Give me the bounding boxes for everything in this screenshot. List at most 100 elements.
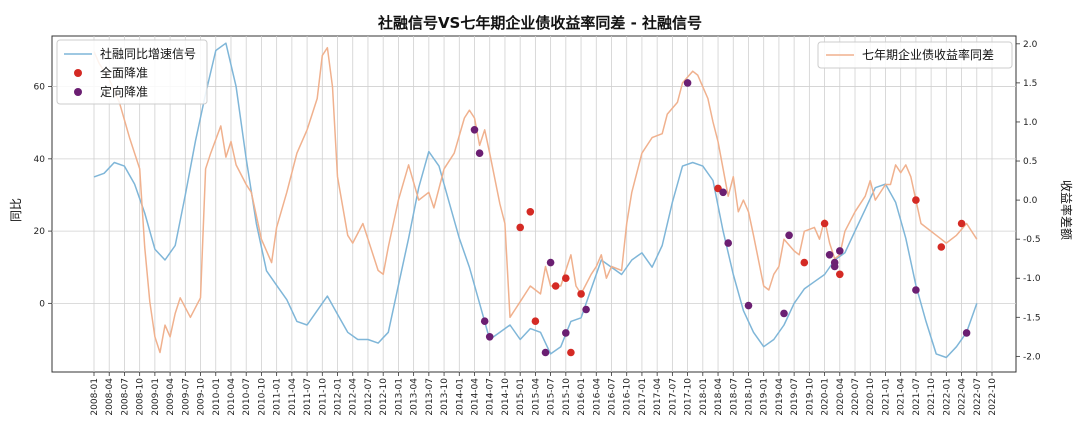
series-line-social-financing: [93, 42, 978, 359]
x-tick-label: 2018-04: [714, 378, 724, 416]
marker-full-rrr-cut: [577, 290, 585, 298]
x-tick-label: 2012-01: [334, 378, 344, 416]
x-tick-label: 2014-01: [455, 378, 465, 416]
marker-targeted-rrr-cut: [912, 286, 920, 294]
left-axis-ticks: 0 20 40 60: [34, 83, 52, 309]
x-tick-label: 2021-07: [912, 378, 922, 416]
legend-marker-targeted-rrr-cut: [74, 88, 82, 96]
x-tick-label: 2009-10: [197, 378, 207, 416]
left-axis-title: 同比: [9, 198, 23, 222]
marker-targeted-rrr-cut: [480, 317, 489, 326]
right-tick-label: -1.5: [1023, 313, 1041, 323]
x-tick-label: 2017-04: [653, 378, 663, 416]
x-axis-ticks: 2008-01 2008-04 2008-07 2008-10 2009-01 2009-…: [90, 372, 998, 416]
x-tick-label: 2011-01: [273, 378, 283, 416]
legend-right: 七年期企业债收益率同差: [817, 41, 1013, 69]
marker-targeted-rrr-cut: [546, 258, 555, 267]
x-tick-label: 2020-10: [866, 378, 876, 416]
left-tick-label: 40: [34, 155, 46, 165]
x-tick-label: 2015-07: [547, 378, 557, 416]
x-tick-label: 2011-07: [303, 378, 313, 416]
x-tick-label: 2012-10: [379, 378, 389, 416]
x-tick-label: 2009-04: [166, 378, 176, 416]
marker-full-rrr-cut: [937, 243, 946, 251]
marker-targeted-rrr-cut: [541, 348, 550, 357]
left-tick-label: 20: [34, 227, 46, 237]
marker-full-rrr-cut: [562, 274, 570, 283]
x-tick-label: 2017-10: [684, 378, 694, 416]
x-tick-label: 2010-01: [212, 378, 222, 416]
plot-frame: [51, 35, 1017, 373]
marker-full-rrr-cut: [957, 219, 966, 228]
x-tick-label: 2013-07: [425, 378, 435, 416]
markers-group: [470, 79, 971, 357]
x-tick-label: 2018-07: [729, 378, 739, 416]
right-tick-label: 0.5: [1023, 157, 1037, 167]
x-tick-label: 2015-04: [531, 378, 541, 416]
x-tick-label: 2011-04: [288, 378, 298, 416]
x-tick-label: 2017-07: [668, 378, 678, 416]
right-tick-label: 0.0: [1023, 196, 1038, 206]
x-tick-label: 2018-01: [699, 378, 709, 416]
x-tick-label: 2022-10: [988, 378, 998, 416]
legend-label-bond-spread: 七年期企业债收益率同差: [862, 47, 994, 62]
marker-targeted-rrr-cut: [683, 79, 692, 87]
right-tick-label: 1.0: [1023, 118, 1038, 128]
right-axis-title: 收益率差额: [1059, 180, 1074, 240]
marker-full-rrr-cut: [912, 196, 920, 204]
x-tick-label: 2022-07: [973, 378, 983, 416]
legend-label-social-financing: 社融同比增速信号: [100, 46, 196, 61]
x-tick-label: 2019-10: [805, 378, 815, 416]
right-tick-label: 2.0: [1023, 40, 1038, 50]
x-tick-label: 2021-01: [881, 378, 891, 416]
series-line-bond-spread: [93, 46, 978, 354]
x-tick-label: 2014-04: [471, 378, 481, 416]
x-tick-label: 2020-07: [851, 378, 861, 416]
right-tick-label: -0.5: [1023, 235, 1041, 245]
x-tick-label: 2012-04: [349, 378, 359, 416]
x-tick-label: 2016-07: [607, 378, 617, 416]
marker-targeted-rrr-cut: [785, 231, 793, 240]
marker-full-rrr-cut: [836, 270, 844, 279]
marker-targeted-rrr-cut: [836, 247, 844, 255]
right-axis-ticks: 2.0 1.5 1.0 0.5 0.0 -0.5 -1.0 -1.5 -2.0: [1016, 40, 1041, 362]
x-tick-label: 2012-07: [364, 378, 374, 416]
marker-targeted-rrr-cut: [582, 305, 590, 314]
legend-marker-full-rrr-cut: [74, 69, 82, 77]
marker-targeted-rrr-cut: [724, 239, 732, 247]
x-tick-label: 2018-10: [744, 378, 754, 416]
x-tick-label: 2022-01: [942, 378, 952, 416]
x-tick-label: 2021-10: [927, 378, 937, 416]
x-tick-label: 2009-07: [181, 378, 191, 416]
legend-left: 社融同比增速信号 全面降准 定向降准: [56, 39, 208, 105]
legend-right-box: [817, 41, 1013, 69]
x-tick-label: 2022-04: [958, 378, 968, 416]
marker-targeted-rrr-cut: [470, 126, 479, 134]
marker-targeted-rrr-cut: [962, 329, 971, 337]
marker-targeted-rrr-cut: [830, 262, 839, 271]
x-tick-label: 2020-04: [836, 378, 846, 416]
right-tick-label: -2.0: [1023, 352, 1041, 362]
x-tick-label: 2017-01: [638, 378, 648, 416]
x-tick-label: 2008-10: [136, 378, 146, 416]
marker-targeted-rrr-cut: [475, 149, 484, 157]
x-tick-label: 2008-07: [120, 378, 130, 416]
x-tick-label: 2014-07: [486, 378, 496, 416]
x-tick-label: 2014-10: [501, 378, 511, 416]
x-tick-label: 2009-01: [151, 378, 161, 416]
x-tick-label: 2016-04: [592, 378, 602, 416]
legend-label-full-rrr-cut: 全面降准: [100, 65, 148, 80]
left-tick-label: 60: [34, 83, 46, 93]
x-tick-label: 2010-04: [227, 378, 237, 416]
gridlines: [52, 36, 1016, 372]
marker-targeted-rrr-cut: [562, 329, 570, 337]
x-tick-label: 2008-01: [90, 378, 100, 416]
left-tick-label: 0: [39, 299, 45, 309]
right-tick-label: -1.0: [1023, 274, 1041, 284]
chart-title: 社融信号VS七年期企业债收益率同差 - 社融信号: [377, 14, 702, 32]
marker-full-rrr-cut: [820, 219, 829, 228]
x-tick-label: 2008-04: [105, 378, 115, 416]
x-tick-label: 2010-07: [242, 378, 252, 416]
x-tick-label: 2013-04: [410, 378, 420, 416]
